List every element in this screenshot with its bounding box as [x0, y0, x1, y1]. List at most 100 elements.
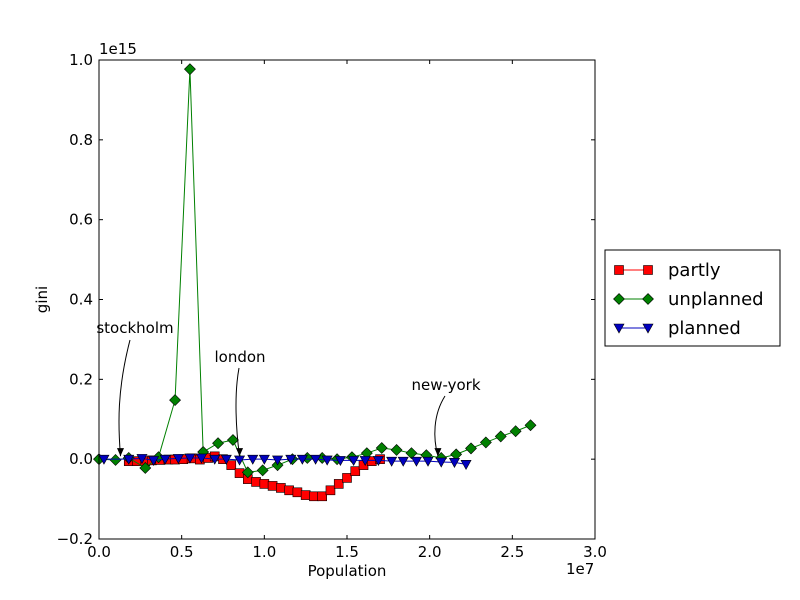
legend-marker: [613, 293, 625, 305]
data-point-planned: [334, 456, 346, 466]
series-line-unplanned: [98, 69, 531, 473]
y-tick-label: −0.2: [57, 530, 93, 548]
data-point-unplanned: [139, 462, 152, 474]
legend-marker: [642, 323, 654, 334]
data-point-planned: [422, 456, 434, 467]
plot-series: [93, 63, 537, 502]
data-point-unplanned: [494, 430, 507, 443]
y-tick-label: 0.2: [69, 370, 93, 388]
series-unplanned: [93, 63, 537, 479]
data-point-planned: [348, 456, 360, 466]
data-point-planned: [98, 454, 110, 465]
x-tick-label: 0.0: [87, 543, 111, 561]
data-point-unplanned: [241, 466, 254, 479]
data-point-planned: [220, 454, 232, 465]
data-point-partly: [267, 481, 278, 491]
data-point-planned: [386, 456, 398, 467]
data-point-partly: [276, 483, 286, 493]
data-point-planned: [247, 454, 259, 465]
data-point-planned: [410, 456, 422, 467]
series-planned: [98, 453, 472, 470]
data-point-unplanned: [184, 63, 196, 76]
data-point-planned: [310, 454, 322, 465]
legend-item-planned: planned: [613, 318, 741, 339]
y-tick-label: 0.4: [69, 291, 93, 309]
legend-label: partly: [668, 260, 721, 281]
data-point-unplanned: [479, 436, 492, 449]
data-point-planned: [435, 457, 447, 468]
data-point-planned: [148, 456, 160, 466]
y-tick-label: 0.8: [69, 131, 93, 149]
data-point-partly: [251, 477, 261, 487]
data-point-unplanned: [405, 447, 418, 460]
x-tick-label: 1.5: [335, 543, 359, 561]
data-point-partly: [284, 485, 294, 496]
annotation-arrow: [118, 339, 131, 457]
annotation-arrowhead: [116, 448, 124, 457]
data-point-planned: [258, 454, 270, 465]
legend-item-unplanned: unplanned: [613, 289, 764, 310]
data-point-planned: [397, 456, 409, 467]
annotation-arrowhead: [434, 448, 442, 457]
data-point-planned: [136, 454, 148, 464]
data-point-planned: [359, 456, 371, 466]
data-point-unplanned: [212, 437, 224, 450]
data-point-partly: [333, 479, 344, 489]
x-tick-label: 1.0: [252, 543, 276, 561]
data-point-planned: [123, 454, 135, 465]
x-tick-label: 2.5: [500, 543, 524, 561]
data-point-planned: [372, 456, 384, 466]
data-point-planned: [285, 454, 297, 465]
x-tick-label: 0.5: [170, 543, 194, 561]
data-point-partly: [259, 479, 270, 489]
x-axis-label: Population: [308, 562, 387, 580]
y-tick-label: 1.0: [69, 51, 93, 69]
data-point-planned: [272, 455, 284, 466]
annotation-arrowhead: [236, 448, 244, 457]
legend-marker: [643, 265, 653, 275]
axis-ticks: 0.0 0.5 1.0 1.5 2.0 2.5 3.0−0.20.00.20.40.60.8…: [57, 51, 607, 561]
x-tick-label: 2.0: [418, 543, 442, 561]
data-point-partly: [342, 473, 352, 483]
data-point-planned: [172, 454, 184, 464]
x-tick-label: 3.0: [583, 543, 607, 561]
annotation-label: new-york: [411, 376, 480, 394]
legend-label: planned: [668, 318, 741, 339]
data-point-partly: [309, 491, 319, 502]
data-point-unplanned: [109, 454, 122, 466]
data-point-planned: [184, 453, 196, 464]
data-point-partly: [350, 466, 361, 476]
legend-marker: [613, 323, 625, 334]
data-point-planned: [321, 455, 333, 466]
x-multiplier-label: 1e7: [566, 560, 594, 578]
annotation-label: london: [214, 348, 265, 366]
legend-box: [604, 249, 781, 347]
data-point-planned: [460, 460, 472, 470]
data-point-partly: [300, 490, 311, 500]
y-multiplier-label: 1e15: [99, 40, 137, 58]
annotation-arrow: [235, 367, 241, 457]
data-point-partly: [325, 485, 336, 496]
data-point-partly: [317, 491, 328, 502]
y-axis-label: gini: [33, 286, 51, 313]
data-point-planned: [195, 453, 208, 464]
annotation-arrow: [434, 395, 446, 457]
data-point-partly: [292, 487, 303, 498]
data-point-unplanned: [169, 394, 181, 407]
data-point-planned: [159, 454, 171, 465]
data-point-unplanned: [256, 464, 269, 477]
y-tick-label: 0.0: [69, 450, 93, 468]
legend: partly unplanned planned: [604, 249, 781, 347]
annotation-label: stockholm: [96, 319, 173, 337]
data-point-partly: [226, 460, 237, 470]
legend-label: unplanned: [668, 289, 764, 310]
legend-item-partly: partly: [614, 260, 721, 281]
data-point-unplanned: [465, 442, 477, 455]
data-point-planned: [209, 454, 221, 465]
data-point-unplanned: [390, 444, 403, 456]
plot-frame: [98, 59, 596, 540]
data-point-unplanned: [375, 442, 388, 454]
data-point-unplanned: [524, 419, 537, 432]
annotations: stockholm london new-york: [96, 319, 481, 457]
data-point-planned: [448, 458, 460, 468]
